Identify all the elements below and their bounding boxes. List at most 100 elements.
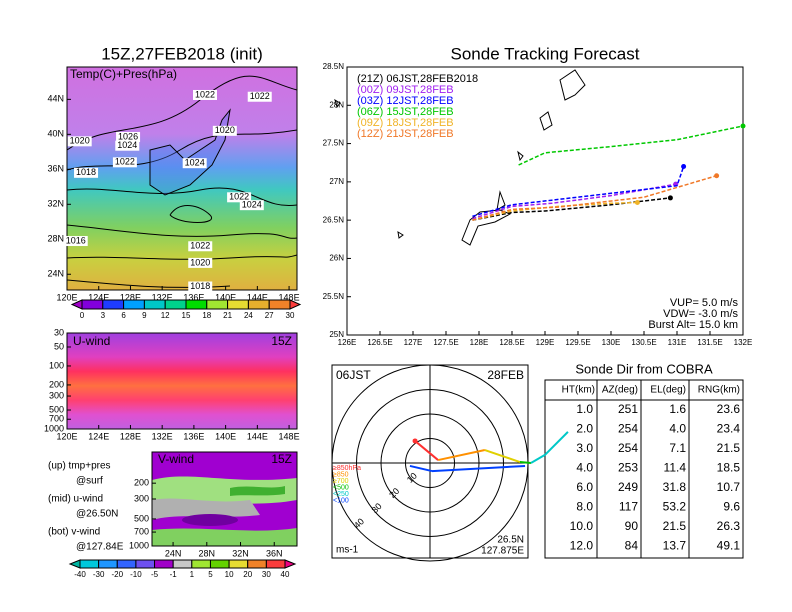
x-tick-label: 140E	[215, 431, 236, 441]
contour-label-box	[116, 131, 141, 142]
table-cell: 13.7	[663, 539, 687, 553]
y-tick-label: 1000	[129, 540, 149, 550]
table-cell: 4.0	[576, 461, 593, 475]
ring-label: 40	[352, 516, 366, 530]
x-tick-label: 128E	[120, 292, 141, 302]
table-cell: 90	[625, 519, 639, 533]
annotation: VDW= -3.0 m/s	[663, 308, 738, 320]
track-end	[667, 195, 673, 201]
contour-label-box	[239, 200, 264, 211]
polar-legend: <250	[333, 491, 349, 498]
y-tick-label: 200	[134, 478, 149, 488]
u-wind-background	[66, 332, 298, 430]
colorbar-label: 10	[225, 570, 234, 579]
x-tick-label: 136E	[183, 431, 204, 441]
panel-time: 15Z	[271, 452, 292, 466]
contour-label: 1020	[70, 136, 90, 146]
contour-label-box	[74, 167, 99, 178]
table-cell: 84	[625, 539, 639, 553]
table-cell: 26.3	[717, 519, 741, 533]
panel-label: V-wind	[158, 452, 194, 466]
x-tick-label: 127E	[404, 338, 423, 347]
colorbar-box	[284, 559, 297, 569]
hodograph-segment	[431, 464, 526, 473]
panel-note: (bot) v-wind	[48, 527, 100, 538]
hodograph-segment	[530, 454, 546, 464]
x-tick-label: 127.5E	[433, 338, 458, 347]
panel-title: 15Z,27FEB2018 (init)	[101, 44, 263, 63]
panel-note: (up) tmp+pres	[48, 461, 111, 472]
colorbar-label: 3	[101, 311, 106, 320]
ring-label: 30	[370, 501, 384, 515]
contour-label-box	[67, 136, 92, 147]
contour-label-box	[247, 91, 272, 102]
hodograph-segment	[437, 449, 486, 462]
hodograph-segment	[484, 449, 521, 463]
x-tick-label: 120E	[56, 292, 77, 302]
track-end	[634, 200, 640, 206]
x-tick-label: 129E	[536, 338, 555, 347]
colorbar-label: 30	[262, 570, 271, 579]
y-tick-label: 25N	[329, 330, 344, 339]
polar-legend: <500	[333, 484, 349, 491]
colorbar-box	[209, 559, 230, 569]
colorbar-label: 30	[286, 311, 295, 320]
contour-label: 1018	[76, 167, 96, 177]
colorbar-box	[79, 559, 100, 569]
colorbar-box	[289, 299, 302, 310]
y-tick-label: 27N	[329, 177, 344, 186]
table-cell: 1.6	[669, 402, 686, 416]
track-end	[681, 164, 687, 170]
y-tick-label: 28N	[329, 100, 344, 109]
colorbar-box	[154, 559, 174, 569]
contour-label: 1022	[250, 91, 270, 101]
contour-label-box	[188, 241, 213, 252]
x-tick-label: 131E	[668, 338, 687, 347]
y-tick-label: 200	[49, 379, 64, 389]
y-tick-label: 100	[49, 360, 64, 370]
colorbar-box	[191, 559, 211, 569]
panel-note: (mid) u-wind	[48, 494, 103, 505]
legend-entry: (12Z) 21JST,28FEB	[357, 128, 454, 140]
polar-lat: 26.5N	[497, 535, 524, 546]
track-end	[714, 173, 720, 179]
table-cell: 18.5	[717, 461, 741, 475]
table-cell: 253	[618, 461, 638, 475]
x-tick-label: 24N	[165, 548, 182, 558]
y-tick-label: 500	[134, 513, 149, 523]
contour-label-box	[115, 140, 140, 151]
contour-label: 1022	[229, 192, 249, 202]
track-end	[740, 123, 746, 129]
colorbar-box	[206, 299, 229, 310]
polar-lon: 127.875E	[481, 546, 524, 557]
y-tick-label: 26.5N	[323, 215, 345, 224]
table-cell: 31.8	[663, 480, 687, 494]
colorbar-label: 24	[244, 311, 253, 320]
x-tick-label: 140E	[215, 292, 236, 302]
y-tick-label: 1000	[44, 423, 64, 433]
table-cell: 254	[618, 441, 638, 455]
colorbar-box	[247, 299, 270, 310]
contour-label-box	[212, 125, 237, 136]
legend-entry: (03Z) 12JST,28FEB	[357, 95, 454, 107]
colorbar-box	[227, 299, 249, 310]
y-tick-label: 28N	[47, 234, 64, 244]
x-tick-label: 128E	[470, 338, 489, 347]
table-title: Sonde Dir from COBRA	[575, 361, 713, 376]
contour-label-box	[63, 236, 88, 247]
hodograph-segment	[544, 431, 569, 456]
table-cell: 23.6	[717, 402, 741, 416]
colorbar-label: 0	[80, 311, 85, 320]
x-tick-label: 132E	[152, 431, 173, 441]
colorbar-box	[116, 559, 137, 569]
y-tick-label: 700	[134, 526, 149, 536]
colorbar-box	[268, 299, 291, 310]
polar-legend: <100	[333, 497, 349, 504]
y-tick-label: 700	[49, 414, 64, 424]
colorbar-label: 12	[161, 311, 170, 320]
x-tick-label: 148E	[279, 431, 300, 441]
table-cell: 12.0	[570, 539, 594, 553]
x-tick-label: 136E	[183, 292, 204, 302]
table-cell: 21.5	[663, 519, 687, 533]
x-tick-label: 124E	[88, 292, 109, 302]
